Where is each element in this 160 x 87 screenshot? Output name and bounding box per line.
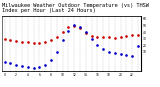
Text: Milwaukee Weather Outdoor Temperature (vs) THSW Index per Hour (Last 24 Hours): Milwaukee Weather Outdoor Temperature (v… xyxy=(2,3,148,13)
